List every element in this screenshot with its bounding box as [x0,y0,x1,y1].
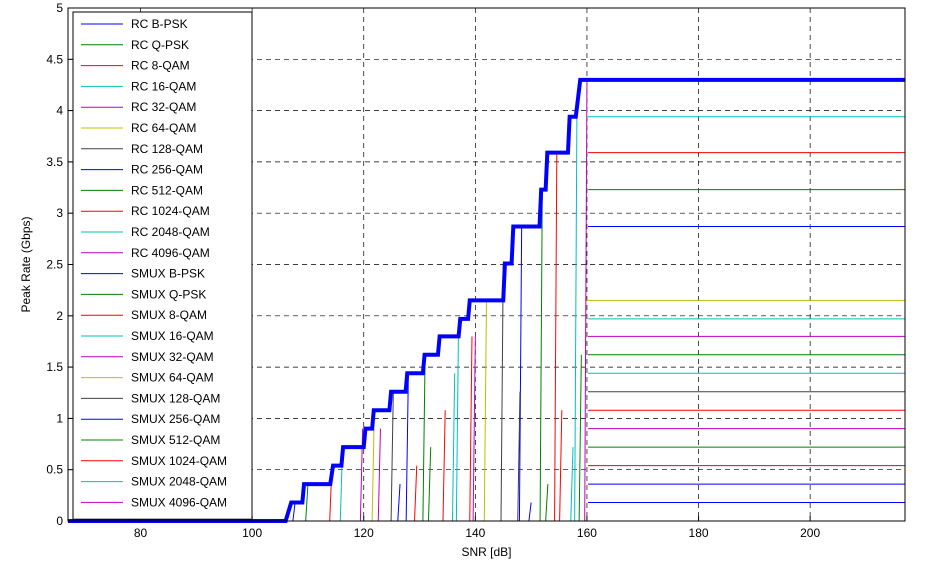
series-step-line [518,226,523,522]
series-step-line [554,152,558,522]
legend-label: SMUX 64-QAM [131,371,214,385]
series-step-line [472,336,476,522]
series-step-line [517,391,521,522]
y-tick-label: 2.5 [46,258,63,272]
y-tick-label: 4.5 [46,52,63,66]
legend-label: RC 4096-QAM [131,246,210,260]
series-step-line [483,300,487,522]
series-step-line [539,189,543,522]
legend-label: SMUX 128-QAM [131,391,220,405]
legend-label: SMUX B-PSK [131,267,205,281]
series-step-line [578,354,582,522]
legend-label: RC 512-QAM [131,183,203,197]
series-step-line [292,502,296,522]
y-tick-label: 2 [56,309,63,323]
series-step-line [397,484,401,522]
legend-label: SMUX 512-QAM [131,433,220,447]
series-step-line [455,318,460,522]
legend-label: RC 1024-QAM [131,204,210,218]
legend-label: RC 2048-QAM [131,225,210,239]
axis-ticks: 80 100 120 140 160 180 200 0 0.5 1 1.5 2 2.5 3 3.5 4 4.5… [46,1,820,540]
series-step-line [427,447,432,522]
series-lines [292,79,905,522]
y-tick-label: 1.5 [46,360,63,374]
series-step-line [451,373,456,522]
envelope-line [68,77,905,523]
series-step-line [442,410,446,522]
legend-label: SMUX 1024-QAM [131,454,227,468]
legend-box [72,11,253,520]
legend-label: SMUX 32-QAM [131,350,214,364]
legend-label: SMUX 256-QAM [131,412,220,426]
y-tick-label: 3 [56,206,63,220]
legend-label: RC 8-QAM [131,59,190,73]
series-step-line [377,428,381,522]
envelope-series-line [68,77,905,523]
x-tick-label: 180 [689,526,709,540]
y-tick-label: 4 [56,104,63,118]
legend-label: SMUX 8-QAM [131,308,207,322]
series-step-line [469,336,473,522]
series-step-line [528,502,532,522]
y-tick-label: 1 [56,411,63,425]
legend-label: RC B-PSK [131,17,188,31]
legend-label: RC 16-QAM [131,79,196,93]
legend: RC B-PSK RC Q-PSK RC 8-QAM RC 16-QAM RC 32-Q… [72,11,253,520]
series-step-line [422,354,426,522]
x-tick-label: 100 [242,526,262,540]
legend-label: RC 256-QAM [131,163,203,177]
y-tick-label: 3.5 [46,155,63,169]
legend-label: RC 64-QAM [131,121,196,135]
series-step-line [390,391,394,522]
legend-label: RC Q-PSK [131,38,189,52]
legend-label: SMUX 4096-QAM [131,495,227,509]
series-step-line [584,79,588,522]
series-step-line [414,465,418,522]
x-tick-label: 120 [354,526,374,540]
y-tick-label: 0 [56,514,63,528]
x-tick-label: 80 [134,526,148,540]
x-axis-label: SNR [dB] [461,545,511,559]
series-step-line [405,373,409,522]
series-step-line [570,447,574,522]
series-step-line [574,116,578,522]
x-tick-label: 140 [465,526,485,540]
series-step-line [500,263,504,522]
series-step-line [305,484,309,522]
legend-label: RC 128-QAM [131,142,203,156]
legend-label: SMUX 2048-QAM [131,475,227,489]
legend-label: SMUX Q-PSK [131,287,206,301]
x-tick-label: 200 [800,526,820,540]
y-tick-label: 0.5 [46,463,63,477]
legend-label: SMUX 16-QAM [131,329,214,343]
series-step-line [545,484,549,522]
y-tick-label: 5 [56,1,63,15]
y-axis-label: Peak Rate (Gbps) [19,216,33,312]
x-tick-label: 160 [577,526,597,540]
series-step-line [559,410,563,522]
legend-label: RC 32-QAM [131,100,196,114]
